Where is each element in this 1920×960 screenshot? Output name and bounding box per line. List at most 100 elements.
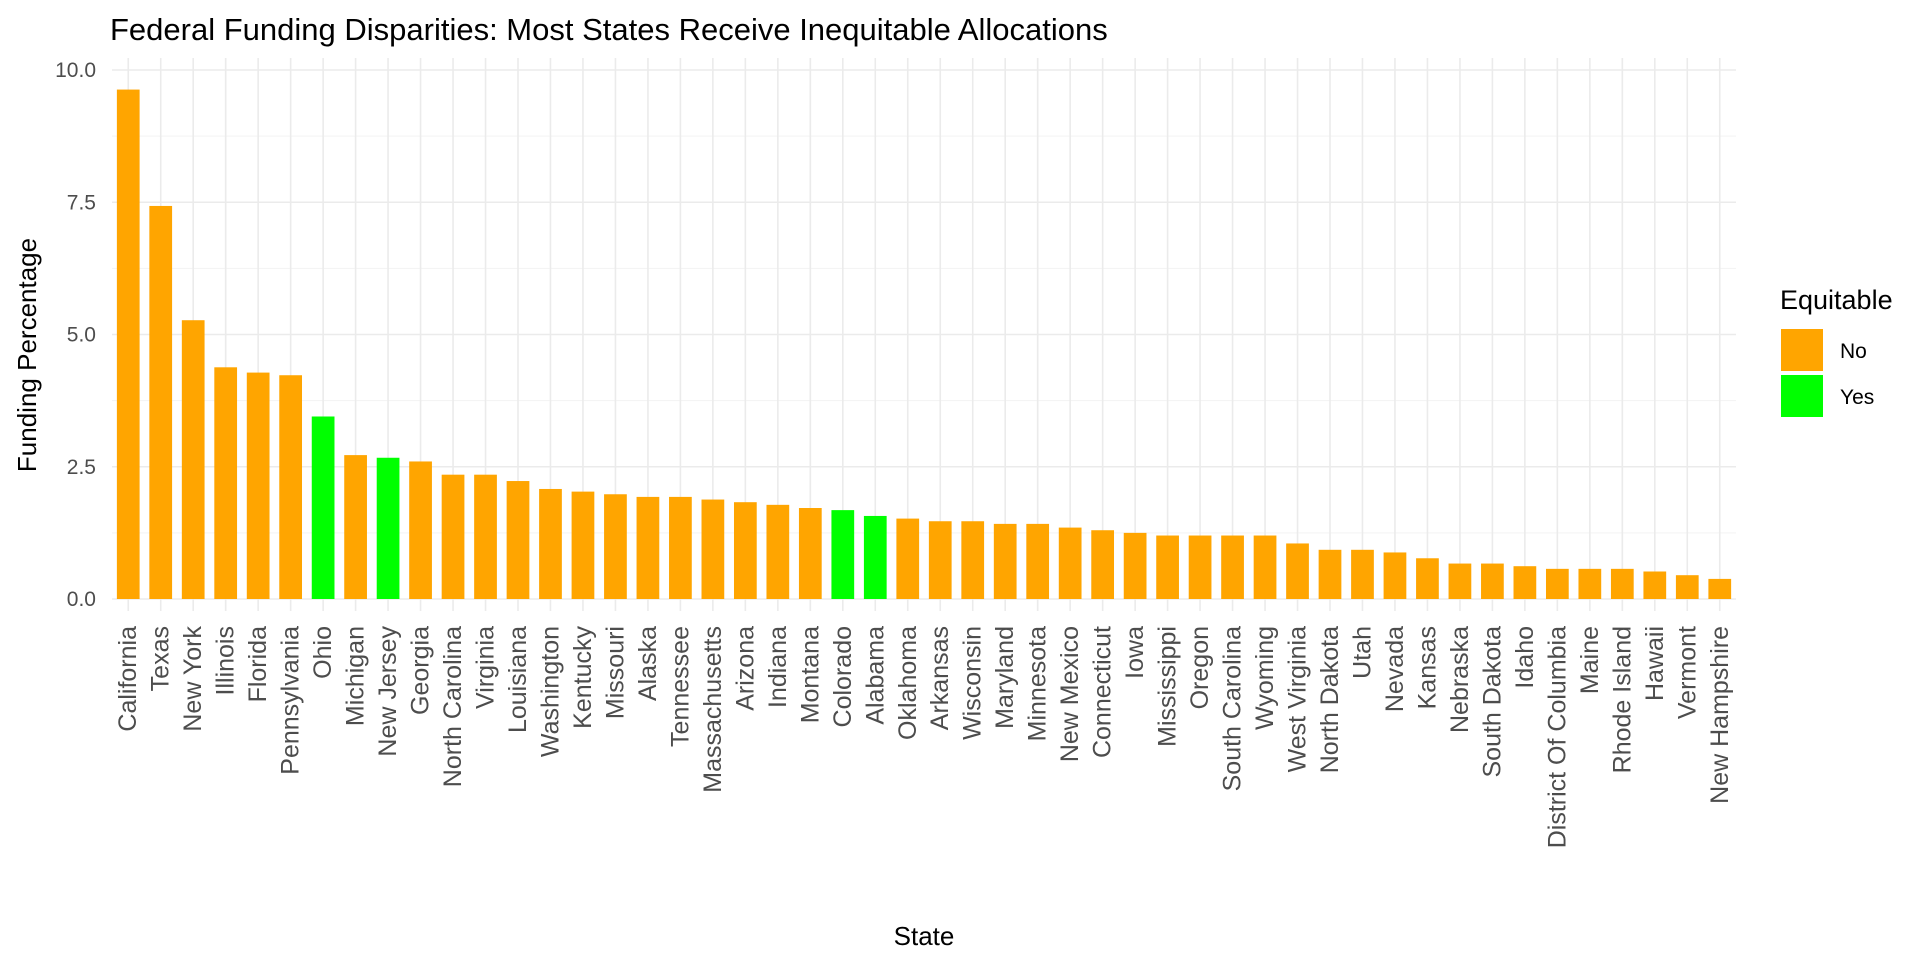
bar-utah — [1351, 549, 1374, 599]
bar-michigan — [344, 455, 367, 599]
legend-key-no — [1779, 327, 1825, 373]
x-tick-label: Utah — [1348, 626, 1376, 679]
x-tick-label: Florida — [244, 626, 272, 703]
bar-wyoming — [1253, 535, 1277, 599]
x-tick-label: New Mexico — [1056, 626, 1084, 762]
bar-oregon — [1188, 535, 1212, 599]
x-tick-label: Hawaii — [1641, 626, 1669, 701]
x-tick-label: South Dakota — [1478, 626, 1506, 778]
legend-label-no: No — [1840, 340, 1867, 363]
bar-alabama — [863, 515, 887, 599]
bar-ohio — [311, 416, 335, 599]
bar-indiana — [766, 504, 790, 599]
x-tick-label: Kentucky — [569, 626, 597, 729]
x-tick-label: Nebraska — [1446, 626, 1474, 733]
bar-rhode-island — [1610, 568, 1634, 599]
x-tick-label: Iowa — [1121, 626, 1149, 679]
x-tick-label: New Hampshire — [1706, 626, 1734, 804]
bar-massachusetts — [701, 499, 725, 599]
x-tick-label: Alabama — [861, 626, 889, 725]
bar-north-carolina — [441, 474, 465, 599]
chart-title: Federal Funding Disparities: Most States… — [110, 12, 1108, 47]
x-tick-label: Connecticut — [1089, 626, 1117, 758]
bar-new-hampshire — [1708, 578, 1732, 599]
x-tick-label: Idaho — [1511, 626, 1539, 689]
legend-title: Equitable — [1780, 285, 1893, 315]
bar-missouri — [604, 494, 627, 599]
bar-california — [116, 89, 140, 599]
y-tick-label: 5.0 — [67, 324, 96, 347]
x-tick-label: Wyoming — [1251, 626, 1279, 730]
bar-maryland — [993, 523, 1017, 599]
x-tick-label: New Jersey — [374, 626, 402, 757]
bar-north-dakota — [1318, 549, 1342, 599]
bar-south-carolina — [1221, 535, 1244, 599]
y-tick-label: 0.0 — [67, 588, 96, 611]
bar-wisconsin — [961, 521, 985, 599]
x-tick-label: Kansas — [1413, 626, 1441, 709]
bar-oklahoma — [896, 518, 920, 599]
bar-texas — [149, 205, 173, 599]
x-tick-label: South Carolina — [1219, 626, 1247, 791]
x-axis-title: State — [894, 921, 955, 951]
bar-florida — [246, 372, 270, 599]
x-tick-label: Ohio — [309, 626, 337, 679]
bar-minnesota — [1026, 523, 1050, 599]
bar-nevada — [1383, 552, 1407, 599]
x-tick-label: Arkansas — [926, 626, 954, 730]
bar-illinois — [214, 367, 238, 599]
x-tick-label: Missouri — [601, 626, 629, 719]
y-axis-title: Funding Percentage — [12, 238, 42, 472]
x-tick-label: Georgia — [407, 626, 435, 715]
bar-west-virginia — [1286, 543, 1309, 599]
x-tick-label: Oregon — [1186, 626, 1214, 709]
bar-idaho — [1513, 566, 1537, 599]
x-tick-label: Louisiana — [504, 626, 532, 733]
bar-kansas — [1416, 558, 1439, 599]
bar-iowa — [1123, 532, 1147, 599]
x-axis-ticks: California Texas New York Illinois Florida Pe… — [114, 626, 1734, 849]
x-tick-label: Alaska — [634, 626, 662, 701]
bar-washington — [539, 488, 562, 599]
bar-new-mexico — [1058, 527, 1082, 599]
x-tick-label: Massachusetts — [699, 626, 727, 793]
bar-alaska — [636, 496, 660, 599]
x-tick-label: Arizona — [731, 626, 759, 711]
bar-connecticut — [1091, 530, 1115, 599]
bar-district-of-columbia — [1545, 568, 1569, 599]
bar-arizona — [733, 502, 757, 599]
bar-montana — [798, 508, 822, 599]
x-tick-label: District Of Columbia — [1543, 626, 1571, 848]
bar-hawaii — [1643, 571, 1667, 599]
x-tick-label: Washington — [536, 626, 564, 757]
x-tick-label: Vermont — [1673, 626, 1701, 719]
x-tick-label: Wisconsin — [959, 626, 987, 740]
x-tick-label: North Carolina — [439, 626, 467, 787]
bar-tennessee — [669, 496, 692, 599]
y-tick-label: 7.5 — [67, 191, 96, 214]
x-tick-label: Rhode Island — [1608, 626, 1636, 773]
bar-colorado — [831, 510, 855, 599]
y-tick-label: 10.0 — [55, 59, 96, 82]
y-axis-ticks: 0.0 2.5 5.0 7.5 10.0 — [55, 59, 96, 611]
bar-maine — [1578, 568, 1602, 599]
x-tick-label: Pennsylvania — [277, 626, 305, 775]
bar-mississippi — [1156, 535, 1179, 599]
bar-kentucky — [571, 491, 595, 599]
x-tick-label: Maine — [1576, 626, 1604, 694]
x-tick-label: Colorado — [829, 626, 857, 727]
x-tick-label: Texas — [147, 626, 175, 691]
x-tick-label: Tennessee — [666, 626, 694, 747]
x-tick-label: California — [114, 626, 142, 732]
bar-vermont — [1675, 575, 1699, 599]
bar-arkansas — [928, 521, 952, 599]
bars — [116, 89, 1732, 599]
bar-south-dakota — [1481, 563, 1504, 599]
legend-key-yes — [1779, 373, 1825, 419]
x-tick-label: Nevada — [1381, 626, 1409, 712]
legend: Equitable No Yes — [1779, 285, 1893, 419]
x-tick-label: Virginia — [472, 626, 500, 709]
legend-label-yes: Yes — [1840, 386, 1874, 409]
